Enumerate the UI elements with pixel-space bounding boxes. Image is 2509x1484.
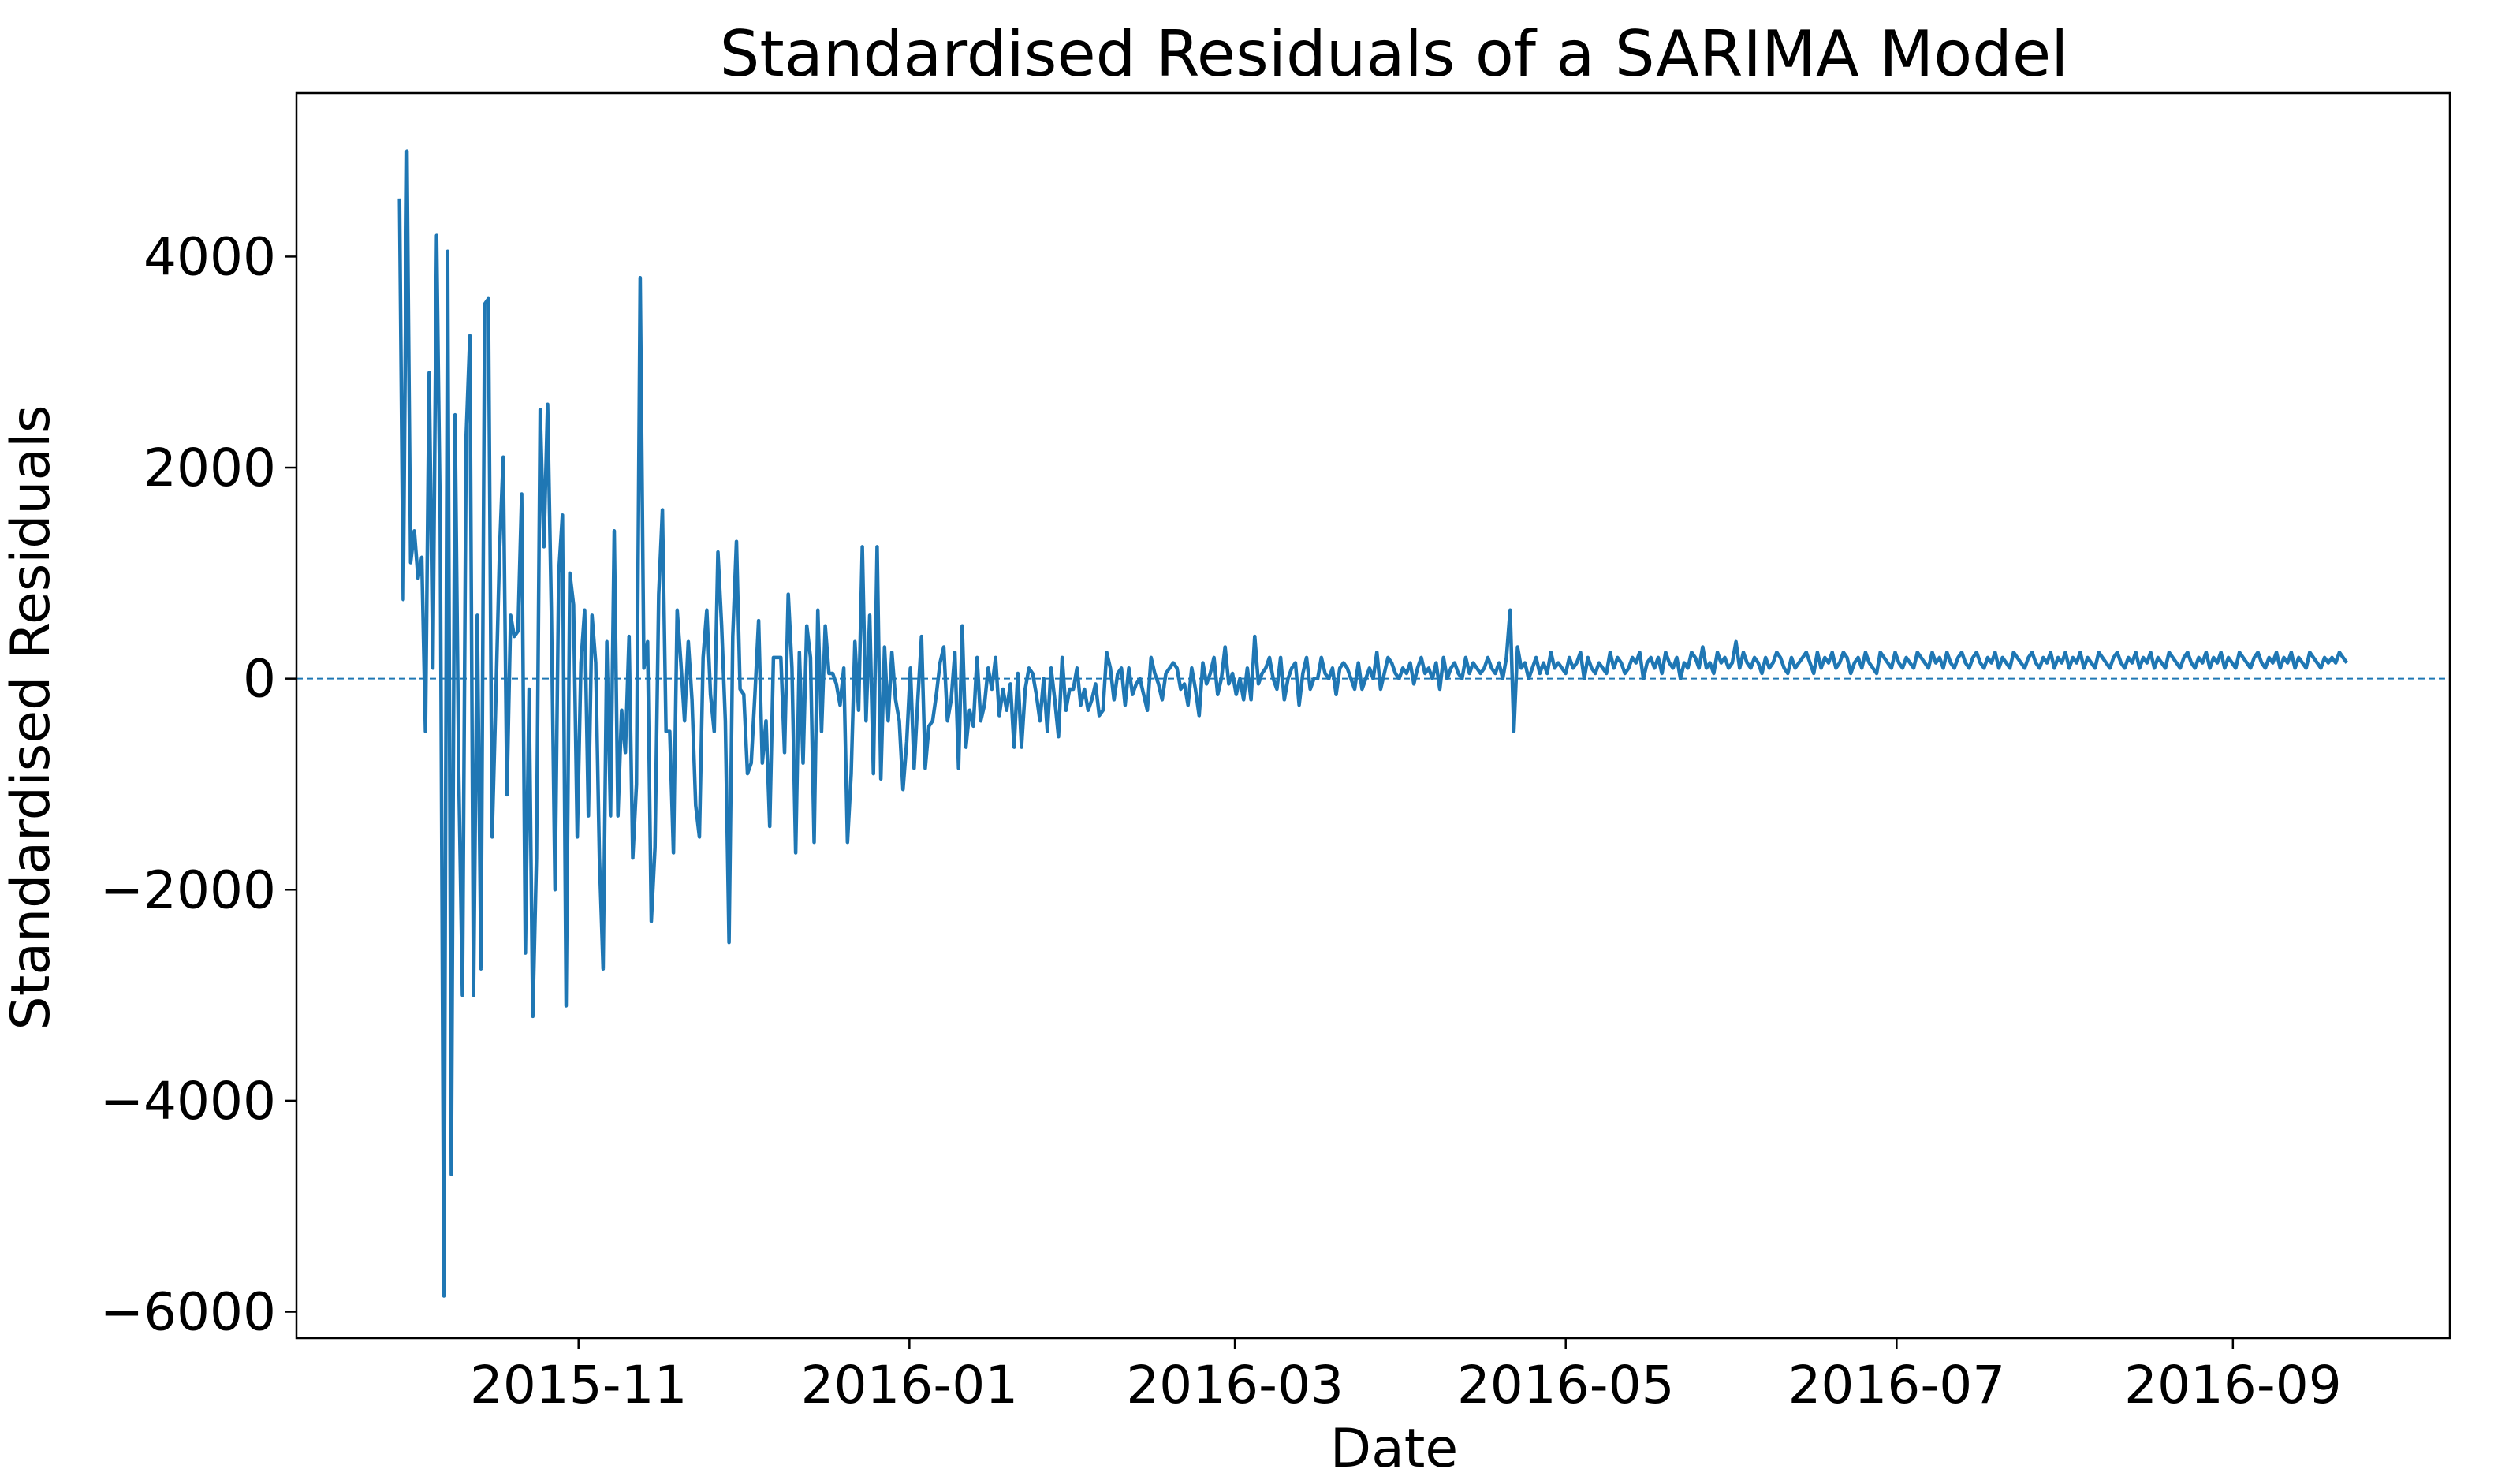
- y-axis-label: Standardised Residuals: [0, 405, 62, 1031]
- y-tick-label: −4000: [100, 1071, 276, 1132]
- y-tick-label: −2000: [100, 859, 276, 920]
- x-tick-label: 2016-03: [1126, 1355, 1344, 1415]
- y-tick-label: 2000: [144, 438, 276, 498]
- x-tick-label: 2016-01: [800, 1355, 1018, 1415]
- plot-area: [295, 91, 2451, 1340]
- y-tick-label: 0: [243, 649, 276, 710]
- y-tick-label: −6000: [100, 1282, 276, 1343]
- chart-title: Standardised Residuals of a SARIMA Model: [720, 17, 2069, 91]
- y-tick-label: 4000: [144, 226, 276, 287]
- x-axis: 2015-11 2016-01 2016-03 2016-05 2016-07 2016-…: [470, 1338, 2342, 1415]
- x-tick-label: 2016-05: [1457, 1355, 1675, 1415]
- x-tick-label: 2016-07: [1788, 1355, 2005, 1415]
- residuals-series-line: [397, 149, 2349, 1298]
- y-axis: 4000 2000 0 −2000 −4000 −6000: [100, 226, 296, 1343]
- x-axis-label: Date: [1330, 1418, 1459, 1480]
- plot-frame: [295, 91, 2451, 1340]
- x-tick-label: 2015-11: [470, 1355, 688, 1415]
- x-tick-label: 2016-09: [2124, 1355, 2342, 1415]
